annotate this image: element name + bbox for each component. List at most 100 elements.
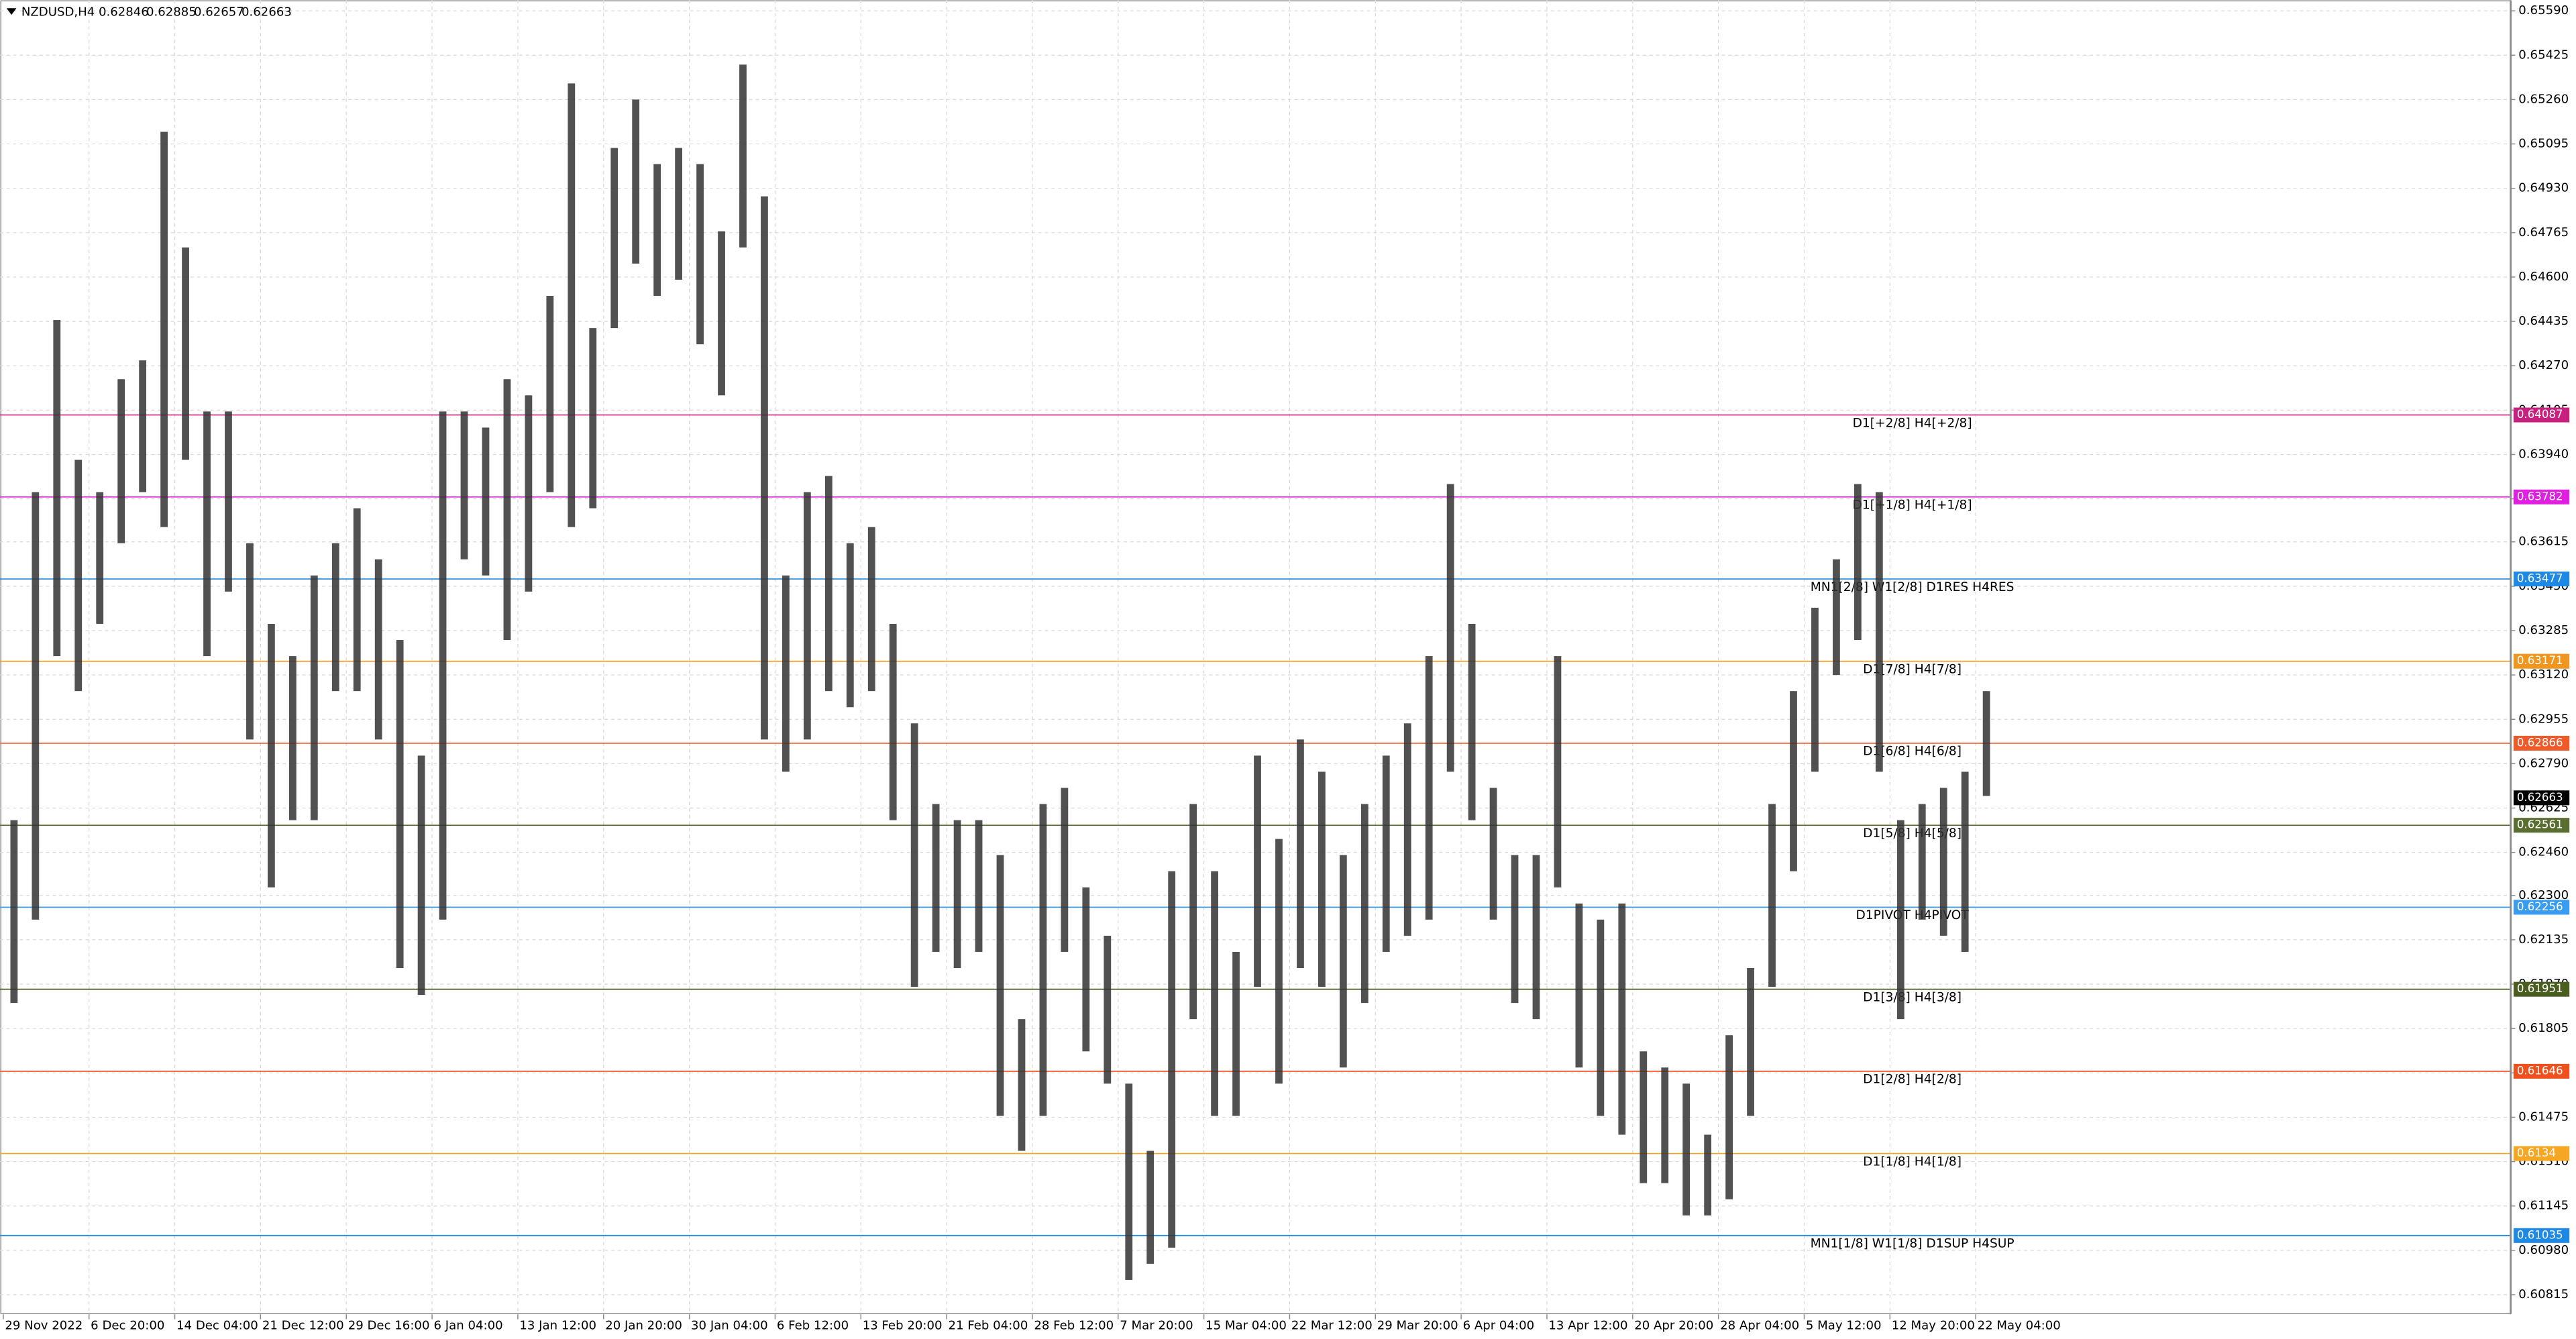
symbol-menu-icon[interactable] — [6, 8, 17, 15]
level-price-label: 0.61646 — [2517, 1064, 2563, 1077]
x-tick-label: 6 Jan 04:00 — [434, 1318, 503, 1332]
last-price-box — [2513, 790, 2570, 806]
level-label: D1PIVOT H4PIVOT — [1856, 908, 1970, 922]
range-bar — [1661, 1067, 1669, 1183]
range-bar — [53, 320, 61, 657]
range-bar — [1018, 1019, 1026, 1151]
level-price-box — [2513, 572, 2570, 587]
x-tick-label: 29 Nov 2022 — [5, 1318, 83, 1332]
level-price-box — [2513, 981, 2570, 997]
range-bar — [910, 723, 918, 987]
range-bar — [739, 64, 747, 248]
range-bar — [1468, 623, 1476, 820]
range-bar — [632, 99, 640, 264]
range-bar — [824, 476, 833, 692]
range-bar — [1360, 804, 1368, 1004]
range-bar — [1254, 755, 1261, 987]
ohlc-open: 0.62846 — [99, 5, 149, 19]
range-bar — [803, 492, 811, 740]
level-label: D1[+1/8] H4[+1/8] — [1853, 498, 1972, 513]
level-price-label: 0.61951 — [2517, 982, 2563, 995]
x-tick-label: 6 Feb 12:00 — [777, 1318, 849, 1332]
x-tick-label: 13 Jan 12:00 — [519, 1318, 596, 1332]
range-bar — [396, 640, 404, 968]
range-bar — [568, 83, 576, 527]
level-label: D1[7/8] H4[7/8] — [1863, 662, 1962, 676]
level-price-label: 0.63477 — [2517, 572, 2563, 585]
x-tick-label: 6 Dec 20:00 — [91, 1318, 164, 1332]
x-tick-label: 15 Mar 04:00 — [1205, 1318, 1287, 1332]
x-tick-label: 14 Dec 04:00 — [176, 1318, 258, 1332]
y-tick-label: 0.63285 — [2518, 623, 2569, 637]
range-bar — [1232, 951, 1240, 1116]
range-bar — [96, 492, 104, 624]
x-tick-label: 29 Mar 20:00 — [1377, 1318, 1458, 1332]
level-price-label: 0.62561 — [2517, 818, 2563, 831]
range-bar — [1146, 1150, 1155, 1264]
y-tick-label: 0.64600 — [2518, 270, 2569, 284]
range-bar — [1811, 607, 1819, 772]
x-tick-label: 6 Apr 04:00 — [1463, 1318, 1535, 1332]
x-tick-label: 22 May 04:00 — [1978, 1318, 2061, 1332]
level-price-box — [2513, 1146, 2570, 1161]
range-bar — [1982, 691, 1990, 796]
range-bar — [1575, 903, 1583, 1068]
range-bar — [1339, 855, 1347, 1068]
level-price-box — [2513, 900, 2570, 915]
range-bar — [182, 247, 189, 460]
range-bar — [1511, 855, 1519, 1004]
level-price-box — [2513, 653, 2570, 669]
range-bar — [589, 328, 597, 508]
range-bar — [761, 196, 768, 740]
range-bar — [32, 492, 40, 920]
level-price-label: 0.6134 — [2517, 1146, 2556, 1159]
range-bar — [331, 543, 339, 692]
level-price-box — [2513, 407, 2570, 423]
range-bar — [610, 148, 619, 329]
x-tick-label: 28 Feb 12:00 — [1034, 1318, 1114, 1332]
level-label: D1[6/8] H4[6/8] — [1863, 745, 1962, 759]
range-bar — [225, 411, 232, 592]
range-bar — [1597, 919, 1605, 1116]
level-price-label: 0.63171 — [2517, 654, 2563, 667]
y-tick-label: 0.62300 — [2518, 888, 2569, 902]
range-bar — [1125, 1083, 1133, 1280]
range-bar — [1618, 903, 1626, 1135]
y-tick-label: 0.60980 — [2518, 1243, 2569, 1257]
range-bar — [1875, 492, 1883, 772]
level-price-label: 0.62256 — [2517, 900, 2563, 913]
range-bar — [1725, 1035, 1733, 1199]
y-tick-label: 0.64435 — [2518, 314, 2569, 328]
range-bar — [867, 527, 875, 692]
level-label: D1[1/8] H4[1/8] — [1863, 1155, 1962, 1169]
range-bar — [1211, 871, 1218, 1116]
range-bar — [1532, 855, 1540, 1020]
level-label: D1[3/8] H4[3/8] — [1863, 990, 1962, 1004]
range-bar — [139, 360, 147, 492]
ohlc-high: 0.62885 — [146, 5, 197, 19]
range-bar — [1896, 820, 1904, 1020]
range-bar — [1682, 1083, 1690, 1216]
x-tick-label: 22 Mar 12:00 — [1291, 1318, 1373, 1332]
y-tick-label: 0.62955 — [2518, 712, 2569, 726]
y-tick-label: 0.65590 — [2518, 3, 2569, 17]
range-bar — [696, 164, 704, 345]
ohlc-low: 0.62657 — [194, 5, 244, 19]
level-price-label: 0.63782 — [2517, 490, 2563, 502]
range-bar — [1425, 656, 1433, 920]
range-bar — [439, 411, 447, 920]
ohlc-close: 0.62663 — [241, 5, 292, 19]
x-tick-label: 20 Apr 20:00 — [1634, 1318, 1713, 1332]
range-bar — [1554, 656, 1562, 888]
range-bar — [1961, 771, 1969, 952]
y-tick-label: 0.64270 — [2518, 358, 2569, 372]
range-bar — [117, 379, 125, 543]
range-bar — [1061, 788, 1069, 952]
axis: 0.65590 0.65425 0.65260 0.65095 0.64930 0.647… — [3, 0, 2570, 1332]
range-bar — [1854, 484, 1862, 641]
level-label: D1[2/8] H4[2/8] — [1863, 1073, 1962, 1087]
range-bar — [1104, 935, 1112, 1084]
x-tick-label: 30 Jan 04:00 — [691, 1318, 768, 1332]
range-bar — [1318, 771, 1326, 987]
